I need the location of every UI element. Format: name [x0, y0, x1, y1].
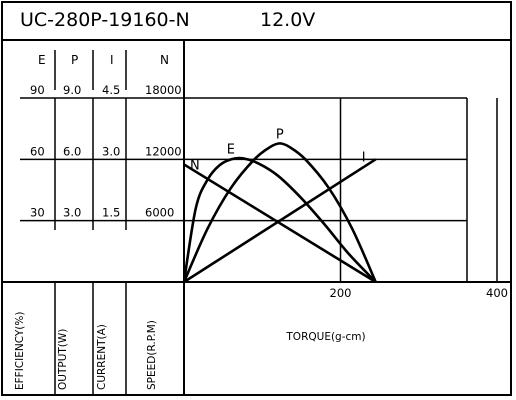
x-tick-1: 200 [330, 286, 352, 300]
chart-border [1, 1, 512, 396]
series-label-E: E [227, 142, 235, 157]
tick-E-1: 90 [30, 83, 45, 97]
series-E-line [182, 156, 377, 283]
chart-voltage: 12.0V [260, 9, 315, 31]
axis-header-N: N [160, 53, 169, 67]
tick-P-2: 6.0 [63, 144, 81, 158]
tick-P-1: 9.0 [63, 83, 81, 97]
tick-P-3: 3.0 [63, 206, 81, 220]
tick-N-3: 6000 [145, 206, 174, 220]
series-label-I: I [362, 150, 366, 165]
axis-label-E: EFFICIENCY(%) [14, 312, 26, 390]
series-group: N I P E [182, 127, 377, 284]
axis-label-P: OUTPUT(W) [57, 329, 69, 390]
tick-E-2: 60 [30, 144, 45, 158]
axis-label-N: SPEED(R.P.M) [146, 320, 158, 390]
x-axis-label: TORQUE(g-cm) [285, 331, 365, 343]
series-N-line [183, 163, 377, 284]
axis-header-I: I [110, 53, 114, 67]
tick-E-3: 30 [30, 206, 45, 220]
chart-title: UC-280P-19160-N [20, 9, 190, 31]
axis-label-I: CURRENT(A) [96, 324, 108, 390]
series-I-line [183, 158, 377, 284]
tick-N-1: 18000 [145, 83, 182, 97]
tick-N-2: 12000 [145, 144, 182, 158]
axis-header-E: E [38, 53, 46, 67]
series-label-P: P [276, 127, 284, 142]
tick-I-3: 1.5 [102, 206, 120, 220]
text-group: E 90 60 30 EFFICIENCY(%) P 9.0 6.0 3.0 OUTPUT(W) I… [14, 53, 508, 390]
axis-header-P: P [71, 53, 78, 67]
series-label-N: N [190, 158, 200, 173]
tick-I-1: 4.5 [102, 83, 120, 97]
series-P-line [182, 142, 377, 283]
x-tick-2: 400 [486, 286, 508, 300]
tick-I-2: 3.0 [102, 144, 120, 158]
